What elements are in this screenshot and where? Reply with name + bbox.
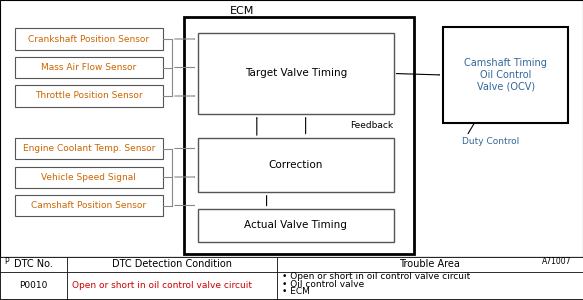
Bar bbox=[198, 138, 394, 192]
Bar bbox=[15, 28, 163, 50]
Text: • ECM: • ECM bbox=[282, 287, 310, 296]
Bar bbox=[15, 167, 163, 188]
Bar bbox=[15, 57, 163, 78]
Bar bbox=[184, 16, 414, 253]
Text: DTC No.: DTC No. bbox=[14, 259, 53, 269]
Text: Throttle Position Sensor: Throttle Position Sensor bbox=[35, 92, 143, 100]
Bar bbox=[0, 0, 583, 256]
Bar bbox=[0, 256, 67, 272]
Text: Camshaft Timing
Oil Control
Valve (OCV): Camshaft Timing Oil Control Valve (OCV) bbox=[464, 58, 547, 92]
Text: DTC Detection Condition: DTC Detection Condition bbox=[112, 259, 232, 269]
Bar bbox=[67, 272, 277, 298]
Text: P: P bbox=[5, 256, 9, 266]
Bar bbox=[15, 138, 163, 159]
Bar bbox=[15, 195, 163, 216]
Bar bbox=[277, 272, 583, 298]
Text: A71007: A71007 bbox=[542, 256, 572, 266]
Text: ECM: ECM bbox=[230, 5, 255, 16]
Text: Vehicle Speed Signal: Vehicle Speed Signal bbox=[41, 172, 136, 182]
Text: Target Valve Timing: Target Valve Timing bbox=[245, 68, 347, 79]
Text: Mass Air Flow Sensor: Mass Air Flow Sensor bbox=[41, 63, 136, 72]
Text: • Oil control valve: • Oil control valve bbox=[282, 280, 364, 289]
Text: Duty Control: Duty Control bbox=[462, 136, 519, 146]
Bar bbox=[0, 272, 67, 298]
Bar bbox=[0, 256, 583, 298]
Bar bbox=[443, 27, 568, 123]
Bar bbox=[198, 208, 394, 242]
Text: Crankshaft Position Sensor: Crankshaft Position Sensor bbox=[29, 34, 149, 43]
Text: • Open or short in oil control valve circuit: • Open or short in oil control valve cir… bbox=[282, 272, 470, 281]
Text: P0010: P0010 bbox=[19, 281, 48, 290]
Text: Correction: Correction bbox=[269, 160, 323, 170]
Text: Actual Valve Timing: Actual Valve Timing bbox=[244, 220, 347, 230]
Bar bbox=[277, 256, 583, 272]
Text: Open or short in oil control valve circuit: Open or short in oil control valve circu… bbox=[72, 281, 252, 290]
Text: Feedback: Feedback bbox=[350, 122, 393, 130]
Text: Camshaft Position Sensor: Camshaft Position Sensor bbox=[31, 201, 146, 210]
Bar bbox=[198, 33, 394, 114]
Bar bbox=[67, 256, 277, 272]
Bar bbox=[15, 85, 163, 106]
Text: Engine Coolant Temp. Sensor: Engine Coolant Temp. Sensor bbox=[23, 144, 155, 153]
Text: Trouble Area: Trouble Area bbox=[399, 259, 461, 269]
